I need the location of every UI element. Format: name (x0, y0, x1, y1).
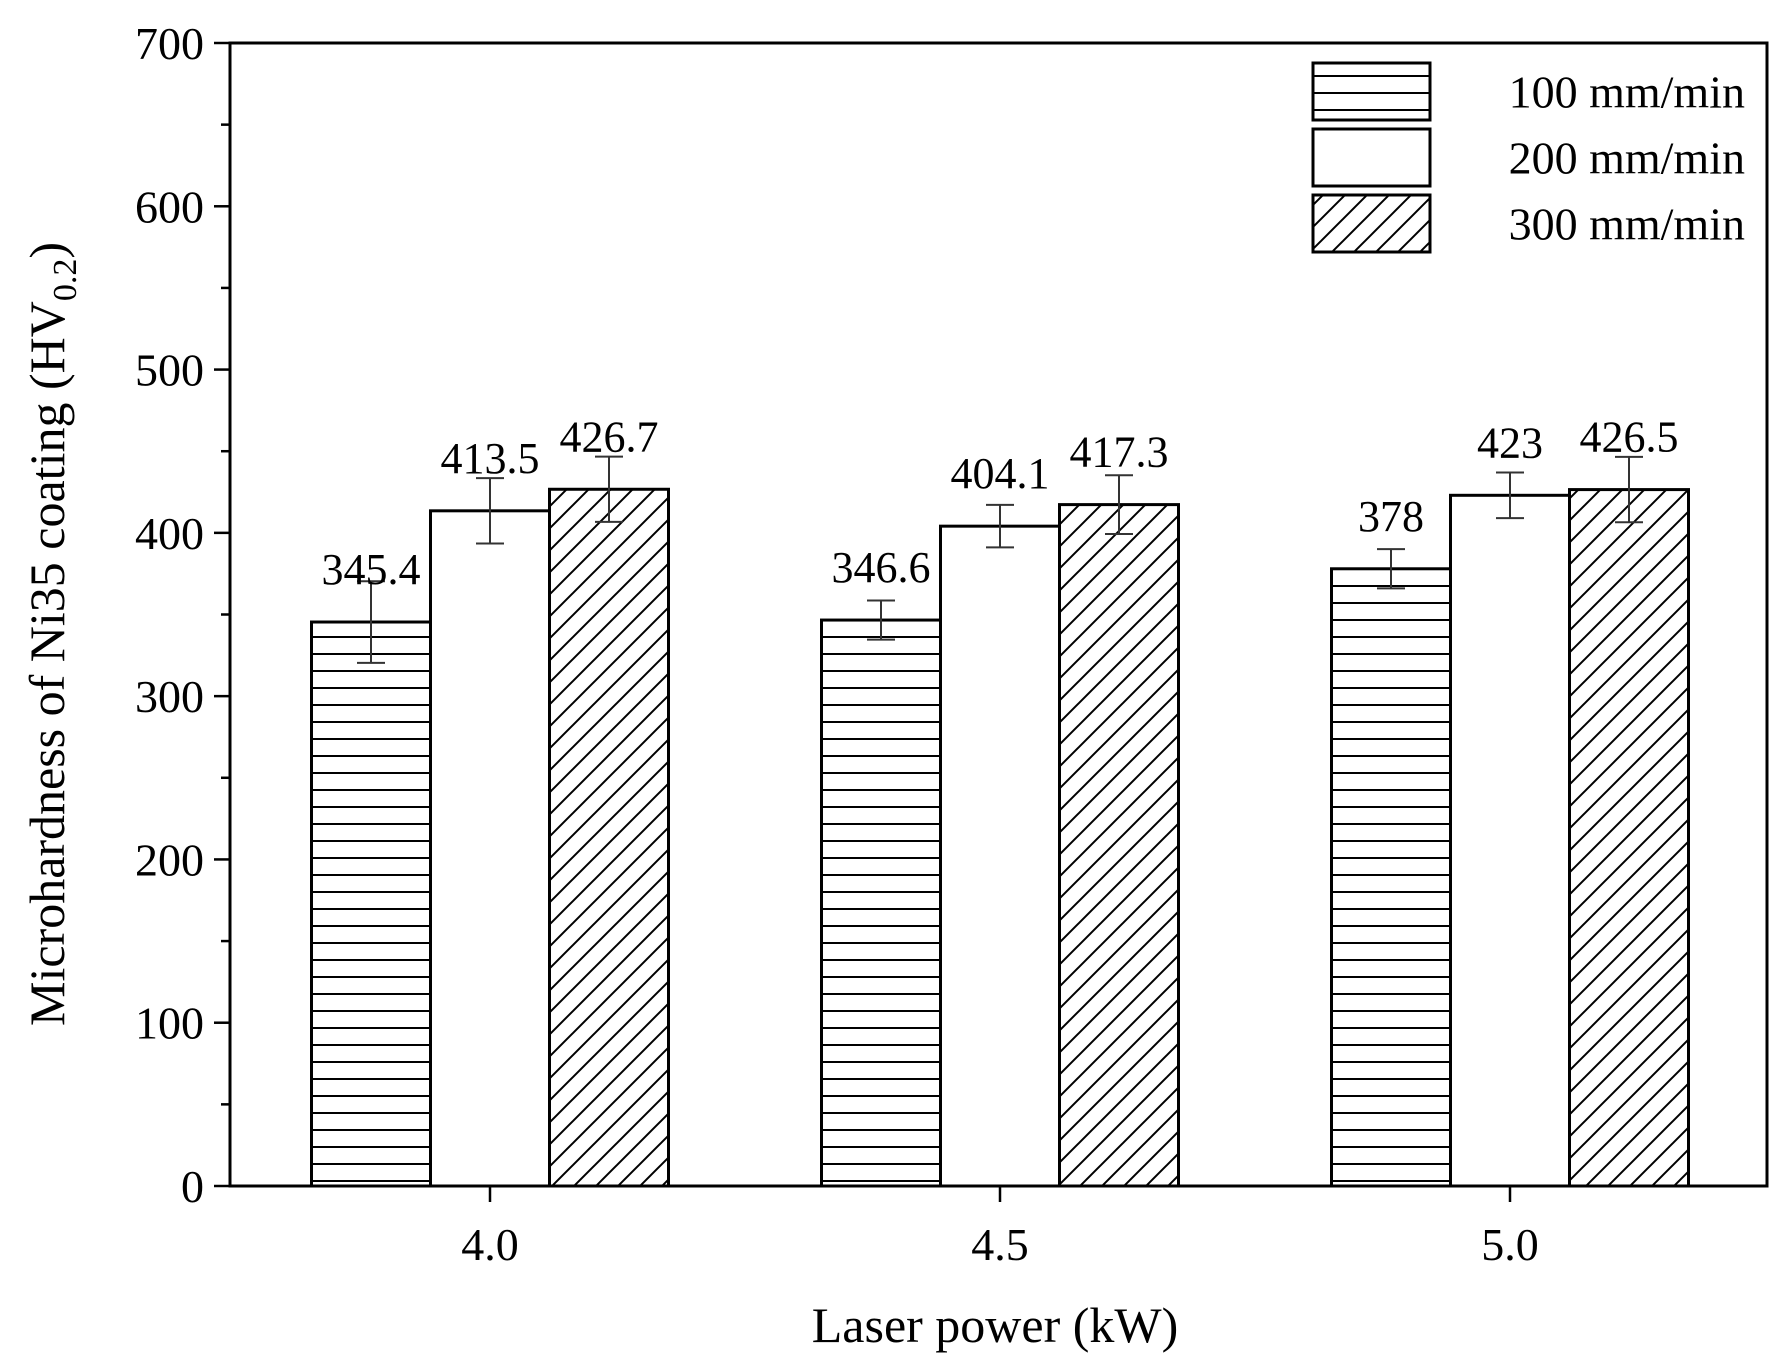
legend-swatch (1311, 61, 1432, 122)
legend-label: 300 mm/min (1509, 199, 1745, 250)
data-label: 346.6 (832, 543, 931, 592)
y-tick-label: 300 (135, 671, 204, 722)
data-label: 345.4 (322, 545, 421, 594)
y-axis-title-main: Microhardness of Ni35 coating (HV (19, 301, 75, 1026)
bar (1330, 567, 1452, 1188)
y-tick-label: 100 (135, 998, 204, 1049)
y-tick-label: 500 (135, 345, 204, 396)
data-label: 378 (1358, 492, 1424, 541)
legend-swatch (1311, 193, 1432, 254)
legend-label: 200 mm/min (1509, 133, 1745, 184)
bar (1058, 503, 1180, 1188)
legend-label: 100 mm/min (1509, 67, 1745, 118)
data-label: 417.3 (1070, 428, 1169, 477)
data-label: 413.5 (441, 434, 540, 483)
x-tick-label: 5.0 (1481, 1219, 1539, 1270)
y-axis-title: Microhardness of Ni35 coating (HV0.2) (19, 242, 84, 1026)
y-axis-title-close: ) (19, 242, 75, 259)
y-axis-title-subscript: 0.2 (47, 259, 84, 302)
data-label: 404.1 (951, 449, 1050, 498)
y-tick-label: 600 (135, 181, 204, 232)
legend: 100 mm/min 200 mm/min 300 mm/min (1311, 61, 1745, 254)
plot-area: 0 100 200 300 400 500 600 700 4.0 4.5 5.0 (135, 18, 1769, 1270)
data-label: 423 (1477, 418, 1543, 467)
bar (310, 620, 432, 1188)
data-labels-layer: 345.4 346.6 378 413.5 404.1 423 426.7 417.3 426.… (322, 412, 1679, 594)
x-axis-title: Laser power (kW) (812, 1297, 1178, 1353)
y-tick-label: 0 (181, 1161, 204, 1212)
legend-swatch (1311, 127, 1432, 188)
bar (1568, 488, 1690, 1188)
bar (548, 487, 670, 1188)
data-label: 426.5 (1580, 413, 1679, 462)
data-label: 426.7 (560, 412, 659, 461)
bar (429, 509, 551, 1188)
bar (820, 618, 942, 1188)
y-tick-label: 700 (135, 18, 204, 69)
y-tick-label: 200 (135, 834, 204, 885)
y-tick-label: 400 (135, 508, 204, 559)
bar (1449, 493, 1571, 1188)
x-tick-label: 4.0 (461, 1219, 519, 1270)
x-tick-label: 4.5 (971, 1219, 1029, 1270)
bar (939, 524, 1061, 1188)
bars-layer (310, 455, 1690, 1188)
